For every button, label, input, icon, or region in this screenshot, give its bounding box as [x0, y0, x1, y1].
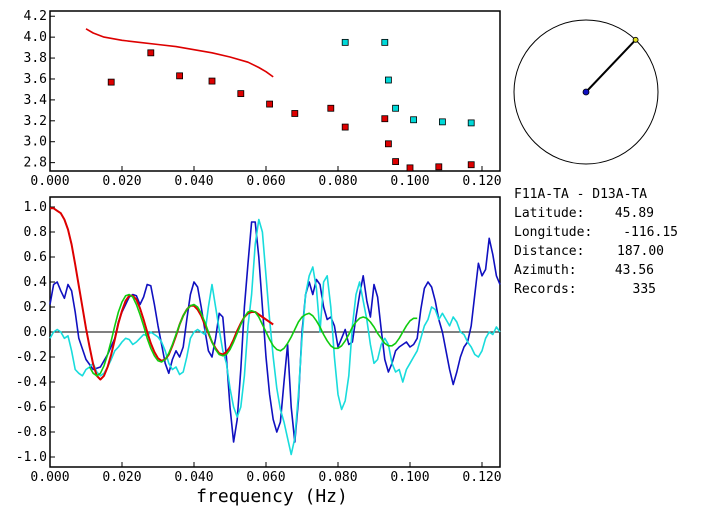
bottom-series [49, 207, 501, 456]
compass-center-marker [582, 88, 590, 96]
top-scatter-point [147, 49, 155, 57]
top-scatter-point [327, 104, 335, 112]
top-x-tick-label: 0.000 [30, 174, 69, 189]
top-scatter-point [291, 110, 299, 117]
top-x-tick-label: 0.020 [102, 174, 141, 189]
bottom-x-tick-label: 0.060 [246, 470, 285, 485]
bottom-y-tick-label: 1.0 [24, 200, 47, 215]
top-scatter-point [208, 77, 216, 85]
bottom-y-tick-label: 0.6 [24, 250, 47, 265]
top-scatter-point [467, 161, 475, 169]
bottom-series-line-3 [88, 293, 418, 377]
top-scatter-point [438, 118, 446, 126]
top-scatter-point [341, 38, 349, 46]
x-axis-label: frequency (Hz) [196, 486, 348, 507]
bottom-y-tick-label: 0.2 [24, 300, 47, 315]
latitude-value: 45.89 [615, 206, 654, 221]
bottom-series-line-2 [50, 207, 274, 381]
top-y-tick-label: 2.8 [24, 156, 47, 171]
top-scatter-point [410, 116, 418, 124]
bottom-y-tick-label: -0.8 [16, 425, 47, 440]
top-scatter-point [392, 104, 400, 112]
bottom-y-tick-label: -0.4 [16, 375, 47, 390]
bottom-x-tick-label: 0.000 [30, 470, 69, 485]
longitude-value: -116.15 [623, 225, 678, 240]
records-value: 335 [633, 282, 656, 297]
top-x-tick-label: 0.040 [174, 174, 213, 189]
top-scatter-point [266, 100, 274, 108]
top-y-ticks: 2.8 3.0 3.2 3.4 3.6 3.8 4.0 4.2 [24, 9, 55, 171]
top-scatter-point [435, 163, 443, 171]
top-scatter-point [406, 164, 414, 172]
bottom-y-tick-label: -1.0 [16, 450, 47, 465]
bottom-y-tick-label: -0.2 [16, 350, 47, 365]
bottom-series-line-1 [49, 218, 501, 456]
top-y-tick-label: 3.8 [24, 51, 47, 66]
top-y-tick-label: 4.2 [24, 9, 47, 24]
top-scatter-point [381, 115, 389, 123]
compass-circle [513, 19, 659, 165]
bottom-y-tick-label: 0.8 [24, 225, 47, 240]
top-scatter-point [467, 119, 475, 127]
bottom-x-tick-label: 0.040 [174, 470, 213, 485]
bottom-y-tick-label: 0.4 [24, 275, 48, 290]
azimuth-label: Azimuth: [514, 263, 577, 278]
top-x-tick-label: 0.100 [390, 174, 429, 189]
azimuth-needle [585, 39, 637, 93]
bottom-x-tick-label: 0.100 [390, 470, 429, 485]
bottom-x-tick-label: 0.080 [318, 470, 357, 485]
bottom-y-tick-label: 0.0 [24, 325, 47, 340]
azimuth-tip-marker [632, 36, 639, 43]
distance-value: 187.00 [617, 244, 664, 259]
top-scatter-point [381, 38, 389, 46]
top-scatter-point [341, 123, 349, 131]
station-info: F11A-TA - D13A-TA Latitude: 45.89 Longit… [514, 187, 678, 297]
top-series-line-2 [85, 28, 274, 78]
top-x-tick-label: 0.120 [462, 174, 501, 189]
top-y-tick-label: 3.0 [24, 135, 47, 150]
top-series [85, 28, 475, 172]
records-label: Records: [514, 282, 577, 297]
top-x-tick-label: 0.080 [318, 174, 357, 189]
azimuth-compass [513, 19, 659, 165]
top-scatter-point [237, 90, 245, 98]
top-panel: 0.000 0.020 0.040 0.060 0.080 0.100 0.120 2.8 3… [24, 9, 502, 189]
bottom-panel: 0.000 0.020 0.040 0.060 0.080 0.100 0.120 1.0 0… [16, 196, 502, 507]
top-scatter-point [384, 76, 392, 84]
azimuth-value: 43.56 [615, 263, 654, 278]
bottom-series-line-0 [49, 221, 501, 443]
top-y-tick-label: 4.0 [24, 30, 47, 45]
bottom-x-tick-label: 0.020 [102, 470, 141, 485]
top-scatter-point [176, 72, 184, 80]
station-pair: F11A-TA - D13A-TA [514, 187, 647, 202]
top-scatter-point [384, 140, 392, 148]
longitude-label: Longitude: [514, 225, 592, 240]
distance-label: Distance: [514, 244, 584, 259]
top-scatter-point [107, 78, 115, 86]
latitude-label: Latitude: [514, 206, 584, 221]
top-plot-frame [49, 10, 501, 172]
bottom-x-ticks: 0.000 0.020 0.040 0.060 0.080 0.100 0.120 [30, 462, 502, 485]
top-y-tick-label: 3.4 [24, 93, 48, 108]
bottom-y-ticks: 1.0 0.8 0.6 0.4 0.2 0.0 -0.2 -0.4 -0.6 -0.8 -1.0 [16, 200, 55, 465]
top-x-ticks: 0.000 0.020 0.040 0.060 0.080 0.100 0.120 [30, 166, 502, 189]
top-x-tick-label: 0.060 [246, 174, 285, 189]
top-scatter-point [392, 158, 400, 165]
top-y-tick-label: 3.2 [24, 114, 47, 129]
bottom-y-tick-label: -0.6 [16, 400, 47, 415]
top-y-tick-label: 3.6 [24, 72, 47, 87]
bottom-x-tick-label: 0.120 [462, 470, 501, 485]
